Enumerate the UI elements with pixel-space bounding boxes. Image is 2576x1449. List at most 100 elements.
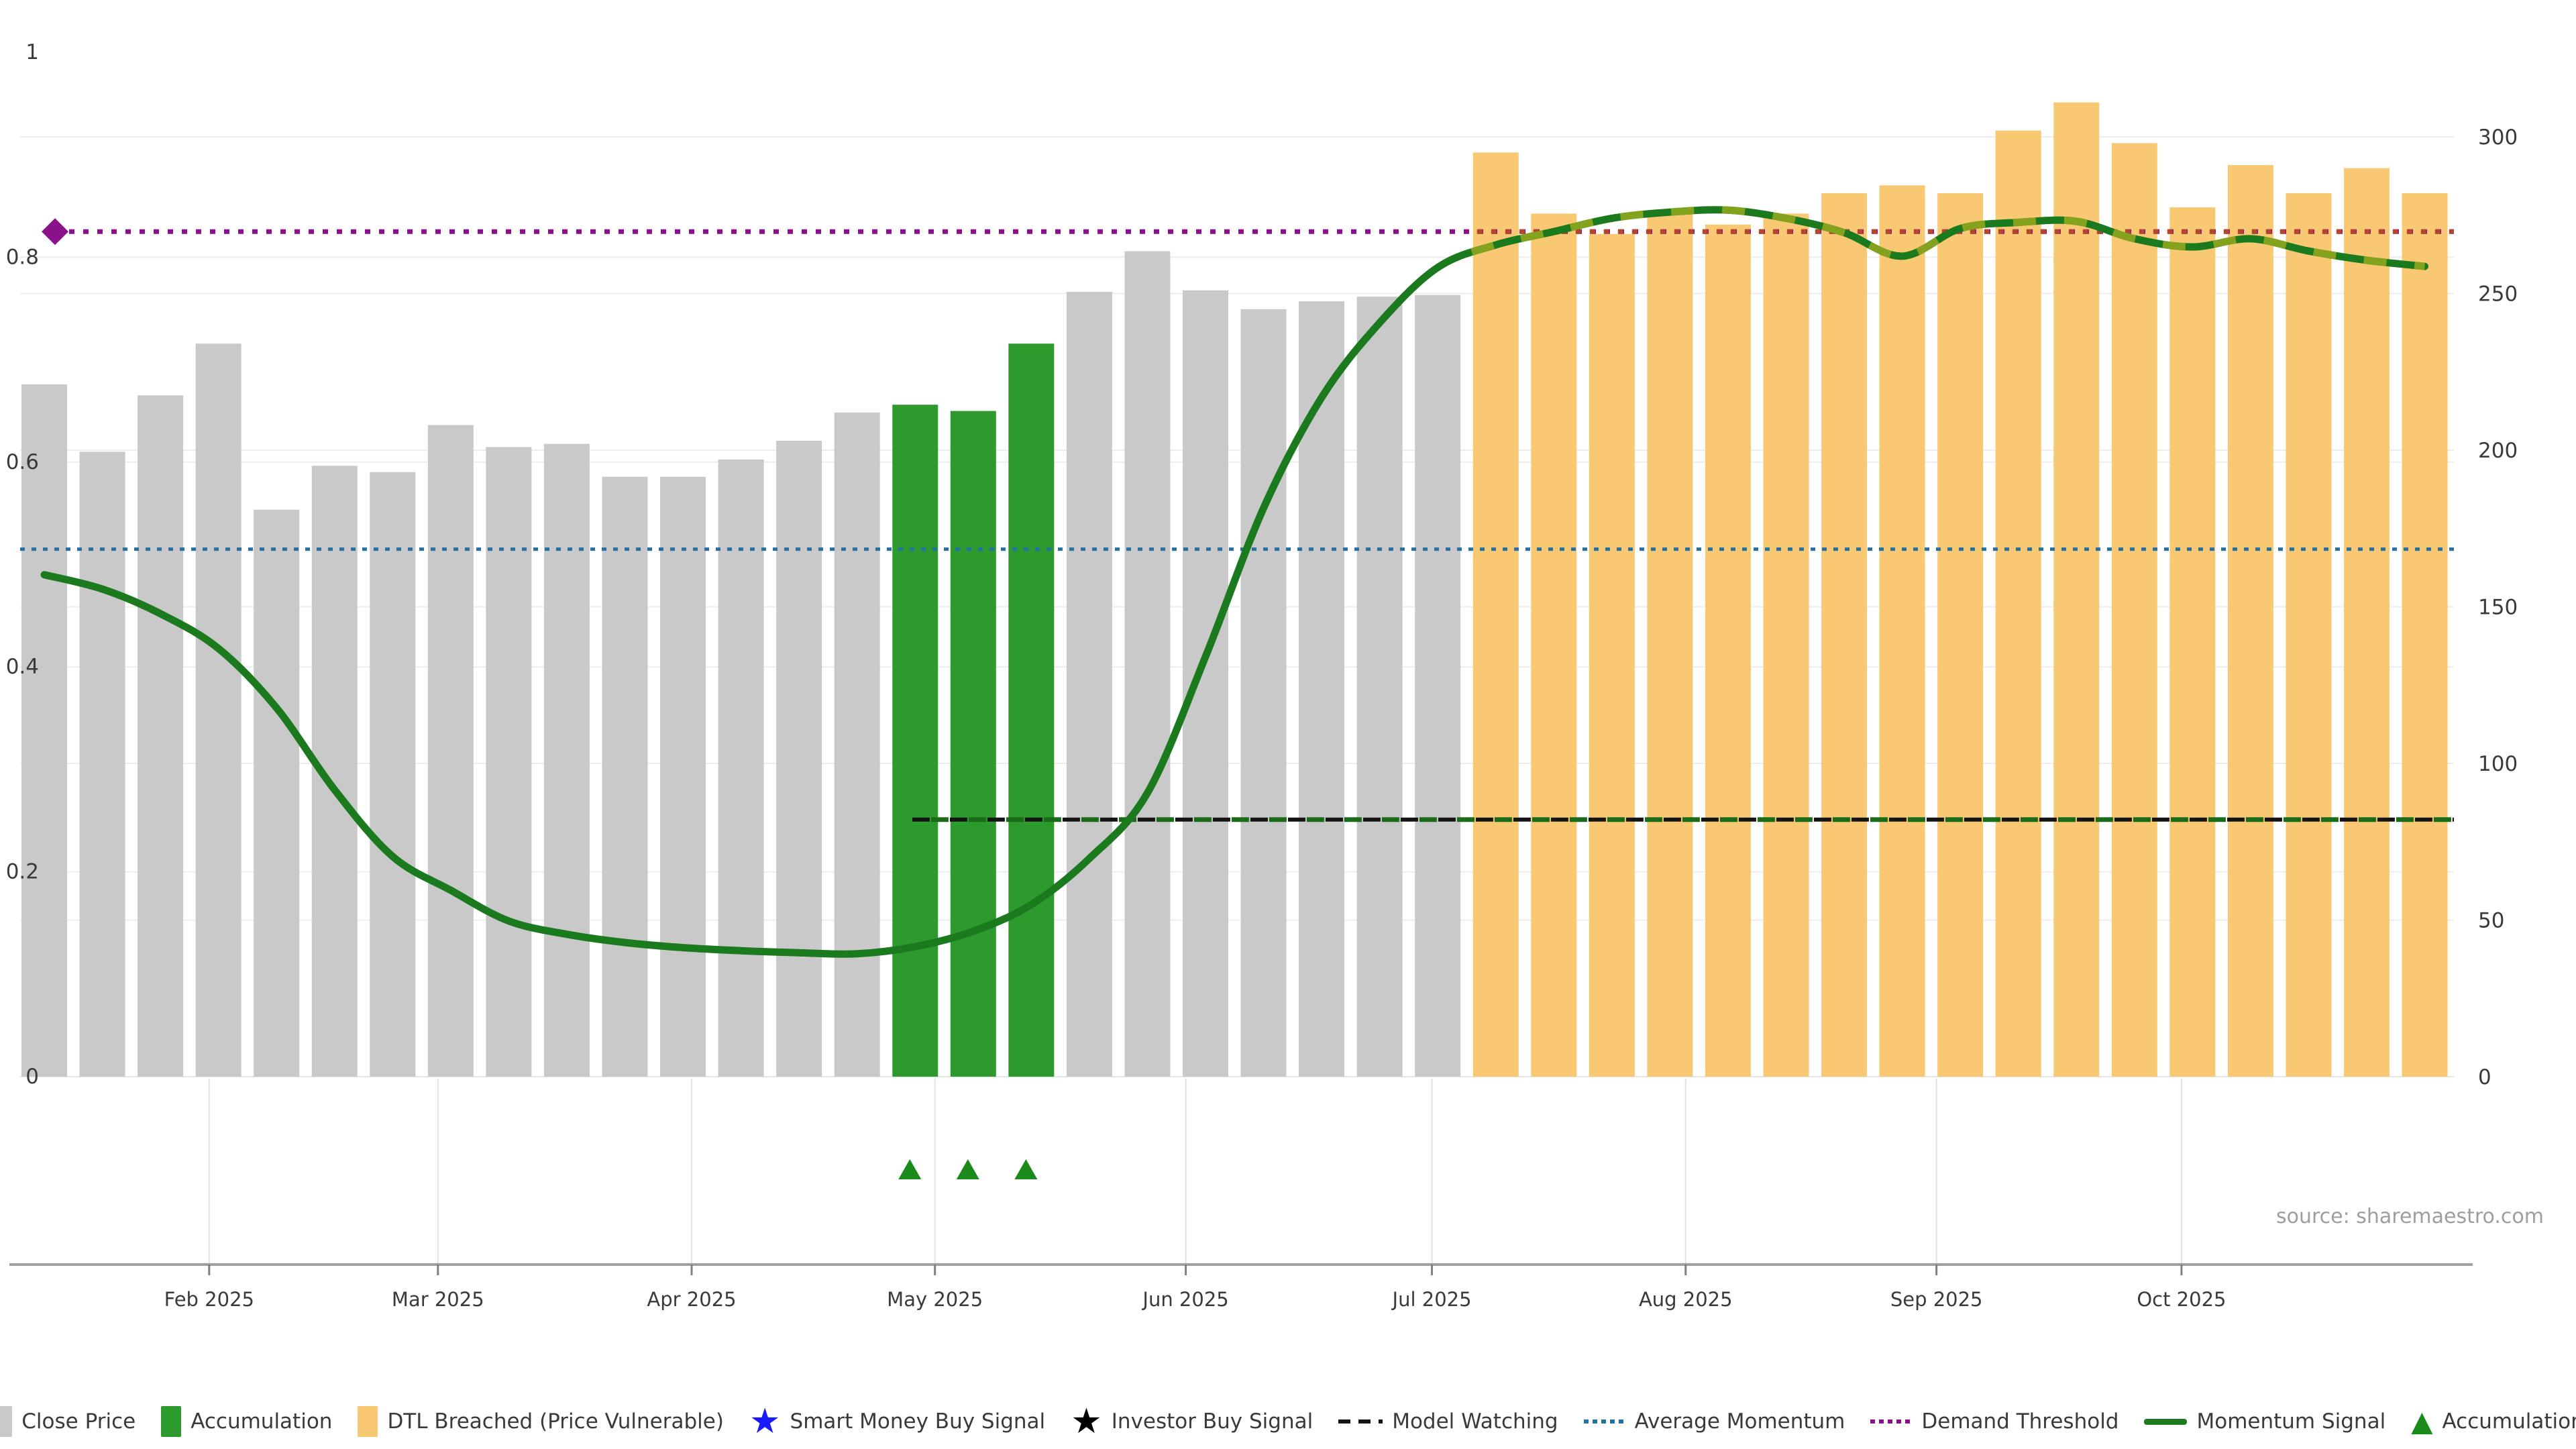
price-bar-close-price: [138, 395, 184, 1077]
price-bar-close-price: [427, 425, 474, 1077]
x-tick-label: Feb 2025: [164, 1288, 254, 1311]
price-bar-accumulation: [892, 405, 938, 1077]
price-bar-accumulation: [1008, 343, 1055, 1077]
left-axis-tick-label: 0.6: [6, 450, 39, 474]
right-axis-tick-label: 300: [2478, 125, 2518, 150]
legend-label: Demand Threshold: [1921, 1409, 2119, 1434]
right-axis-tick-label: 150: [2478, 596, 2518, 620]
legend-item-demand-threshold: Demand Threshold: [1870, 1409, 2118, 1434]
price-bar-dtl-breached: [1821, 193, 1868, 1077]
right-axis-tick-label: 50: [2478, 909, 2504, 933]
price-bar-close-price: [1415, 294, 1461, 1077]
accumulation-marker: [898, 1159, 922, 1179]
momentum-signal-solid-line-icon: [2144, 1418, 2188, 1425]
price-bar-dtl-breached: [2053, 102, 2100, 1077]
legend-item-average-momentum: Average Momentum: [1583, 1409, 1845, 1434]
model-watching-dashed-line-icon: [1338, 1419, 1383, 1424]
price-bar-close-price: [370, 472, 416, 1077]
average-momentum-dotted-line-icon: [1583, 1419, 1625, 1424]
price-bar-dtl-breached: [2169, 207, 2216, 1077]
smart-money-buy-signal-star-icon: ★: [749, 1401, 781, 1442]
price-bar-close-price: [776, 440, 822, 1077]
price-bar-dtl-breached: [2286, 193, 2332, 1077]
price-bar-close-price: [254, 509, 300, 1077]
price-bar-dtl-breached: [2227, 165, 2273, 1077]
price-bar-dtl-breached: [1647, 210, 1693, 1077]
x-tick-label: Jun 2025: [1141, 1288, 1228, 1311]
legend-item-momentum-signal: Momentum Signal: [2144, 1409, 2385, 1434]
price-bar-accumulation: [950, 411, 996, 1077]
price-bar-close-price: [660, 476, 706, 1077]
price-bar-close-price: [1066, 292, 1112, 1077]
legend-item-smart-money-buy-signal: ★ Smart Money Buy Signal: [749, 1401, 1046, 1442]
price-bar-close-price: [1183, 290, 1228, 1077]
legend-label: Close Price: [21, 1409, 136, 1434]
x-tick-label: Sep 2025: [1890, 1288, 1983, 1311]
price-bar-dtl-breached: [2344, 168, 2390, 1077]
dtl-breached-price-vulnerable-swatch-icon: [358, 1406, 378, 1437]
momentum-signal-line: [40, 206, 2428, 958]
legend-label: DTL Breached (Price Vulnerable): [387, 1409, 724, 1434]
investor-buy-signal-star-icon: ★: [1071, 1401, 1102, 1442]
accumulation-triangle-icon: ▲: [2411, 1405, 2433, 1438]
legend-item-accumulation: Accumulation: [161, 1406, 332, 1437]
legend-label: Average Momentum: [1634, 1409, 1845, 1434]
price-bar-close-price: [834, 412, 880, 1077]
price-bar-dtl-breached: [1937, 193, 1984, 1077]
price-bar-dtl-breached: [1995, 130, 2041, 1077]
price-bar-close-price: [1240, 309, 1287, 1077]
left-axis-tick-label: 0.2: [6, 860, 39, 884]
legend-item-dtl-breached-price-vulnerable: DTL Breached (Price Vulnerable): [358, 1406, 724, 1437]
price-bar-close-price: [602, 476, 648, 1077]
demand-threshold-dotted-line-icon: [1870, 1419, 1913, 1424]
accumulation-marker: [956, 1159, 979, 1179]
x-tick-label: Oct 2025: [2137, 1288, 2226, 1311]
legend-label: Model Watching: [1392, 1409, 1558, 1434]
legend: Close Price Accumulation DTL Breached (Pri…: [0, 1401, 2576, 1442]
price-bar-dtl-breached: [1705, 224, 1751, 1077]
price-bar-dtl-breached: [2402, 193, 2448, 1077]
price-bar-close-price: [1356, 297, 1403, 1077]
accumulation-marker: [1014, 1159, 1038, 1179]
legend-label: Investor Buy Signal: [1111, 1409, 1313, 1434]
x-tick-label: Apr 2025: [647, 1288, 736, 1311]
price-bar-dtl-breached: [2111, 143, 2157, 1077]
legend-label: Smart Money Buy Signal: [790, 1409, 1046, 1434]
price-bar-dtl-breached: [1472, 152, 1519, 1077]
legend-item-close-price: Close Price: [0, 1406, 136, 1437]
source-note: source: sharemaestro.com: [2276, 1205, 2544, 1228]
x-tick-label: May 2025: [887, 1288, 983, 1311]
right-axis-tick-label: 0: [2478, 1065, 2491, 1089]
left-axis-tick-label: 0: [25, 1065, 39, 1089]
price-bar-close-price: [543, 443, 590, 1077]
left-axis-tick-label: 0.8: [6, 245, 39, 269]
legend-item-model-watching: Model Watching: [1338, 1409, 1558, 1434]
price-bar-dtl-breached: [1763, 213, 1809, 1077]
right-axis-tick-label: 100: [2478, 752, 2518, 776]
left-axis-tick-label: 0.4: [6, 655, 39, 679]
price-bar-close-price: [195, 343, 241, 1077]
right-axis-tick-label: 250: [2478, 282, 2518, 307]
x-tick-label: Aug 2025: [1639, 1288, 1733, 1311]
price-bar-dtl-breached: [1531, 213, 1577, 1077]
price-bar-dtl-breached: [1589, 233, 1635, 1077]
price-bar-close-price: [718, 460, 764, 1077]
x-tick-label: Jul 2025: [1391, 1288, 1472, 1311]
right-axis-tick-label: 200: [2478, 439, 2518, 463]
accumulation-swatch-icon: [161, 1406, 182, 1437]
price-bar-close-price: [1299, 301, 1345, 1077]
left-axis-tick-label: 1: [25, 40, 39, 64]
price-bar-close-price: [79, 451, 125, 1077]
x-tick-label: Mar 2025: [392, 1288, 484, 1311]
legend-label: Momentum Signal: [2196, 1409, 2386, 1434]
legend-item-accumulation: ▲ Accumulation: [2411, 1406, 2576, 1437]
price-bar-dtl-breached: [1879, 185, 1925, 1077]
close-price-swatch-icon: [0, 1406, 13, 1437]
price-bar-close-price: [486, 447, 532, 1077]
price-bar-close-price: [1124, 251, 1171, 1077]
demand-threshold-marker: [42, 218, 69, 246]
legend-label: Accumulation: [191, 1409, 333, 1434]
legend-label: Accumulation: [2442, 1409, 2576, 1434]
